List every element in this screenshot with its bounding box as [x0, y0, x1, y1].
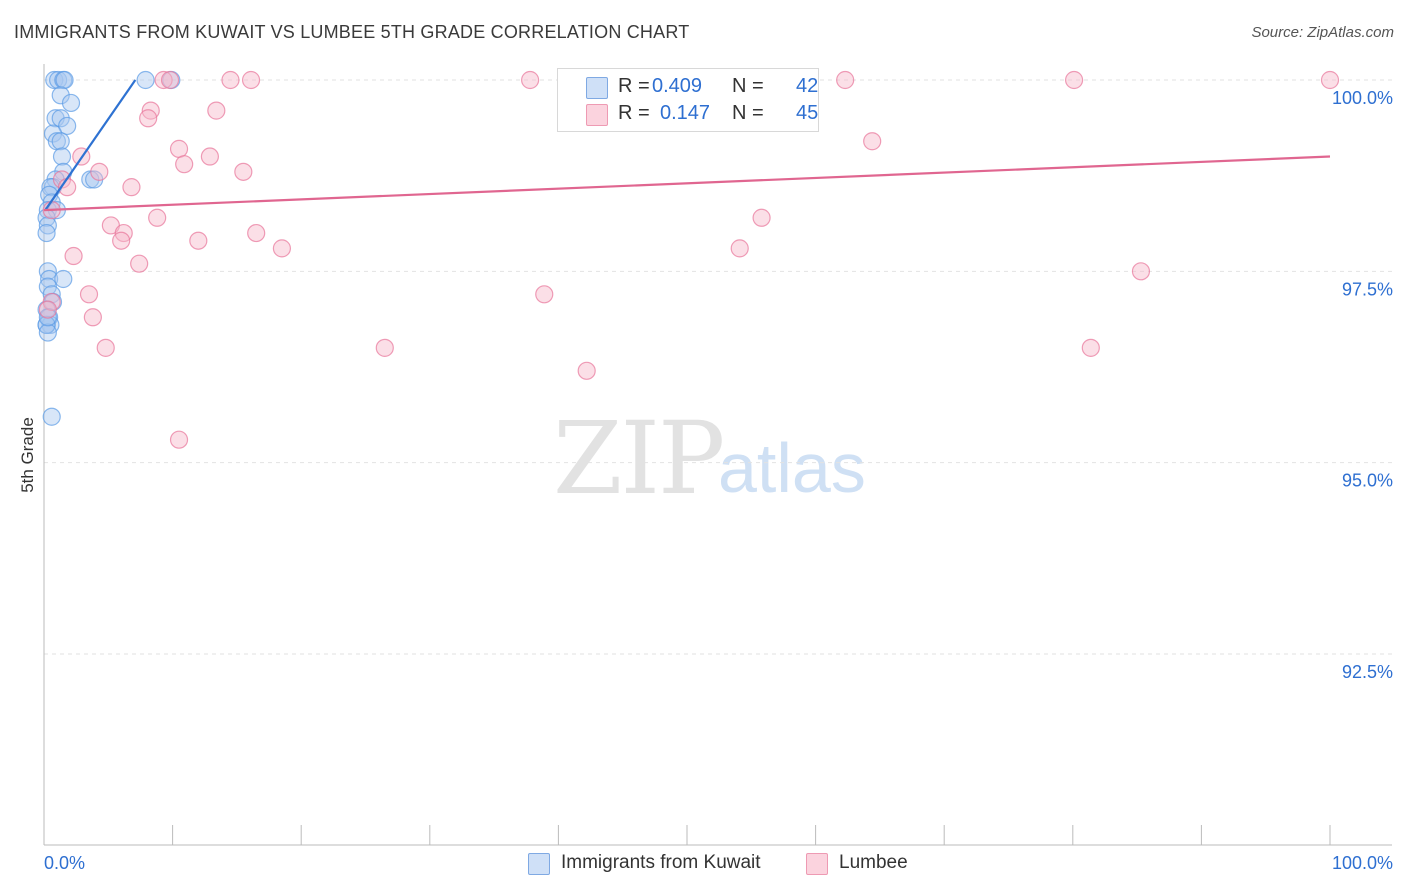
lumbee-point-21: [122, 178, 141, 197]
kuwait-point-1: [49, 70, 68, 90]
lumbee-point-8: [1320, 70, 1340, 90]
lumbee-point-1: [160, 70, 180, 90]
kuwait-point-38: [42, 407, 61, 426]
r-value: 0.147: [660, 102, 711, 124]
kuwait-point-41: [38, 308, 57, 327]
kuwait-point-27: [37, 223, 56, 243]
lumbee-point-40: [375, 338, 394, 357]
lumbee-trend-line: [43, 155, 1331, 212]
kuwait-point-7: [61, 93, 81, 113]
kuwait-point-10: [58, 116, 77, 136]
watermark-zip: ZIP: [553, 400, 725, 517]
kuwait-point-3: [55, 70, 74, 90]
x-tick-label-left: 0.0%: [44, 853, 85, 873]
y-tick-label-1: 97.5%: [1342, 279, 1393, 299]
lumbee-point-26: [247, 223, 266, 243]
lumbee-point-7: [1064, 70, 1084, 90]
kuwait-point-30: [54, 269, 73, 289]
lumbee-point-39: [96, 338, 115, 357]
lumbee-point-4: [521, 70, 540, 90]
y-tick-label-0: 100.0%: [1332, 88, 1393, 108]
kuwait-point-4: [136, 70, 155, 90]
y-tick-label-3: 92.5%: [1342, 662, 1393, 682]
kuwait-point-14: [52, 147, 72, 166]
lumbee-point-6: [836, 70, 855, 90]
lumbee-point-10: [139, 109, 158, 128]
n-value: 42: [796, 75, 819, 97]
kuwait-point-29: [40, 269, 59, 289]
lumbee-point-15: [200, 147, 219, 166]
kuwait-legend-swatch: [528, 853, 550, 875]
lumbee-point-11: [207, 101, 226, 120]
lumbee-point-43: [169, 430, 189, 449]
kuwait-point-13: [51, 132, 70, 151]
lumbee-point-33: [130, 254, 149, 273]
lumbee-point-30: [272, 239, 292, 258]
kuwait-swatch: [586, 77, 608, 99]
lumbee-point-28: [112, 231, 131, 250]
lumbee-point-24: [752, 208, 771, 227]
kuwait-point-28: [38, 262, 57, 281]
stats-box: R = 0.409 N = 42 R = 0.147 N = 45: [557, 68, 819, 132]
lumbee-point-18: [234, 162, 253, 181]
kuwait-trend-line: [44, 79, 137, 211]
lumbee-legend-swatch: [806, 853, 828, 875]
y-axis-label: 5th Grade: [18, 417, 37, 493]
watermark-atlas: atlas: [718, 429, 866, 507]
y-tick-label-2: 95.0%: [1342, 471, 1393, 491]
lumbee-swatch: [586, 104, 608, 126]
lumbee-point-38: [83, 308, 102, 327]
n-value: 45: [796, 102, 819, 124]
lumbee-point-36: [535, 285, 554, 304]
kuwait-point-26: [38, 216, 57, 235]
lumbee-point-31: [730, 239, 749, 258]
n-label: N =: [732, 102, 764, 124]
n-label: N =: [732, 75, 764, 97]
lumbee-point-23: [148, 208, 167, 227]
kuwait-point-40: [38, 323, 57, 342]
x-tick-label-right: 100.0%: [1332, 853, 1393, 873]
legend-label-kuwait: Immigrants from Kuwait: [561, 852, 761, 873]
r-label: R =: [618, 75, 650, 97]
source-credit: Source: ZipAtlas.com: [1251, 24, 1394, 41]
lumbee-point-32: [64, 246, 83, 266]
kuwait-point-39: [37, 315, 56, 335]
lumbee-point-44: [38, 300, 57, 319]
legend-label-lumbee: Lumbee: [839, 852, 908, 873]
lumbee-point-35: [79, 285, 99, 304]
r-label: R =: [618, 102, 650, 124]
lumbee-point-0: [154, 70, 173, 90]
r-value: 0.409: [652, 75, 703, 97]
lumbee-point-12: [863, 132, 882, 151]
lumbee-point-34: [1131, 262, 1151, 281]
lumbee-point-17: [90, 162, 109, 181]
lumbee-point-3: [241, 70, 261, 90]
kuwait-point-6: [51, 86, 70, 105]
lumbee-point-14: [175, 155, 194, 174]
lumbee-point-13: [169, 139, 189, 158]
lumbee-point-41: [1081, 338, 1100, 357]
lumbee-point-2: [221, 70, 240, 90]
chart-title: IMMIGRANTS FROM KUWAIT VS LUMBEE 5TH GRA…: [14, 22, 690, 42]
lumbee-point-42: [577, 361, 596, 380]
lumbee-point-29: [189, 231, 208, 250]
